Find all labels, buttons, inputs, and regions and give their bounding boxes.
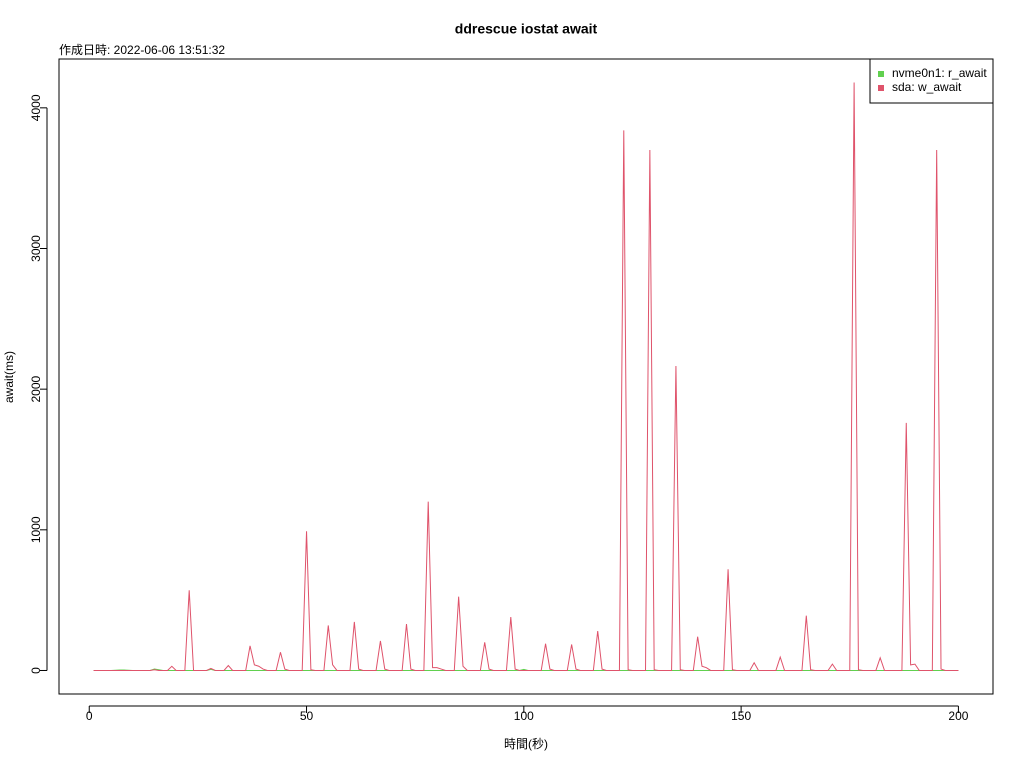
legend-label: nvme0n1: r_await [892,66,987,80]
series-line [93,82,959,671]
x-tick-label: 50 [300,709,314,723]
y-tick-label: 0 [29,667,43,674]
legend-swatch [878,85,884,91]
y-tick-label: 1000 [29,516,43,543]
y-tick-label: 4000 [29,94,43,121]
x-tick-label: 100 [514,709,534,723]
y-axis-label: await(ms) [2,351,16,403]
x-tick-label: 150 [731,709,751,723]
y-tick-label: 2000 [29,375,43,402]
legend-box [869,58,994,104]
legend-label: sda: w_await [892,80,962,94]
y-tick-label: 3000 [29,235,43,262]
x-tick-label: 200 [948,709,968,723]
x-axis-label: 時間(秒) [504,737,548,751]
x-tick-label: 0 [86,709,93,723]
chart-subtitle: 作成日時: 2022-06-06 13:51:32 [59,43,225,57]
legend-swatch [878,71,884,77]
plot-frame [58,58,994,695]
chart-title: ddrescue iostat await [455,21,598,37]
